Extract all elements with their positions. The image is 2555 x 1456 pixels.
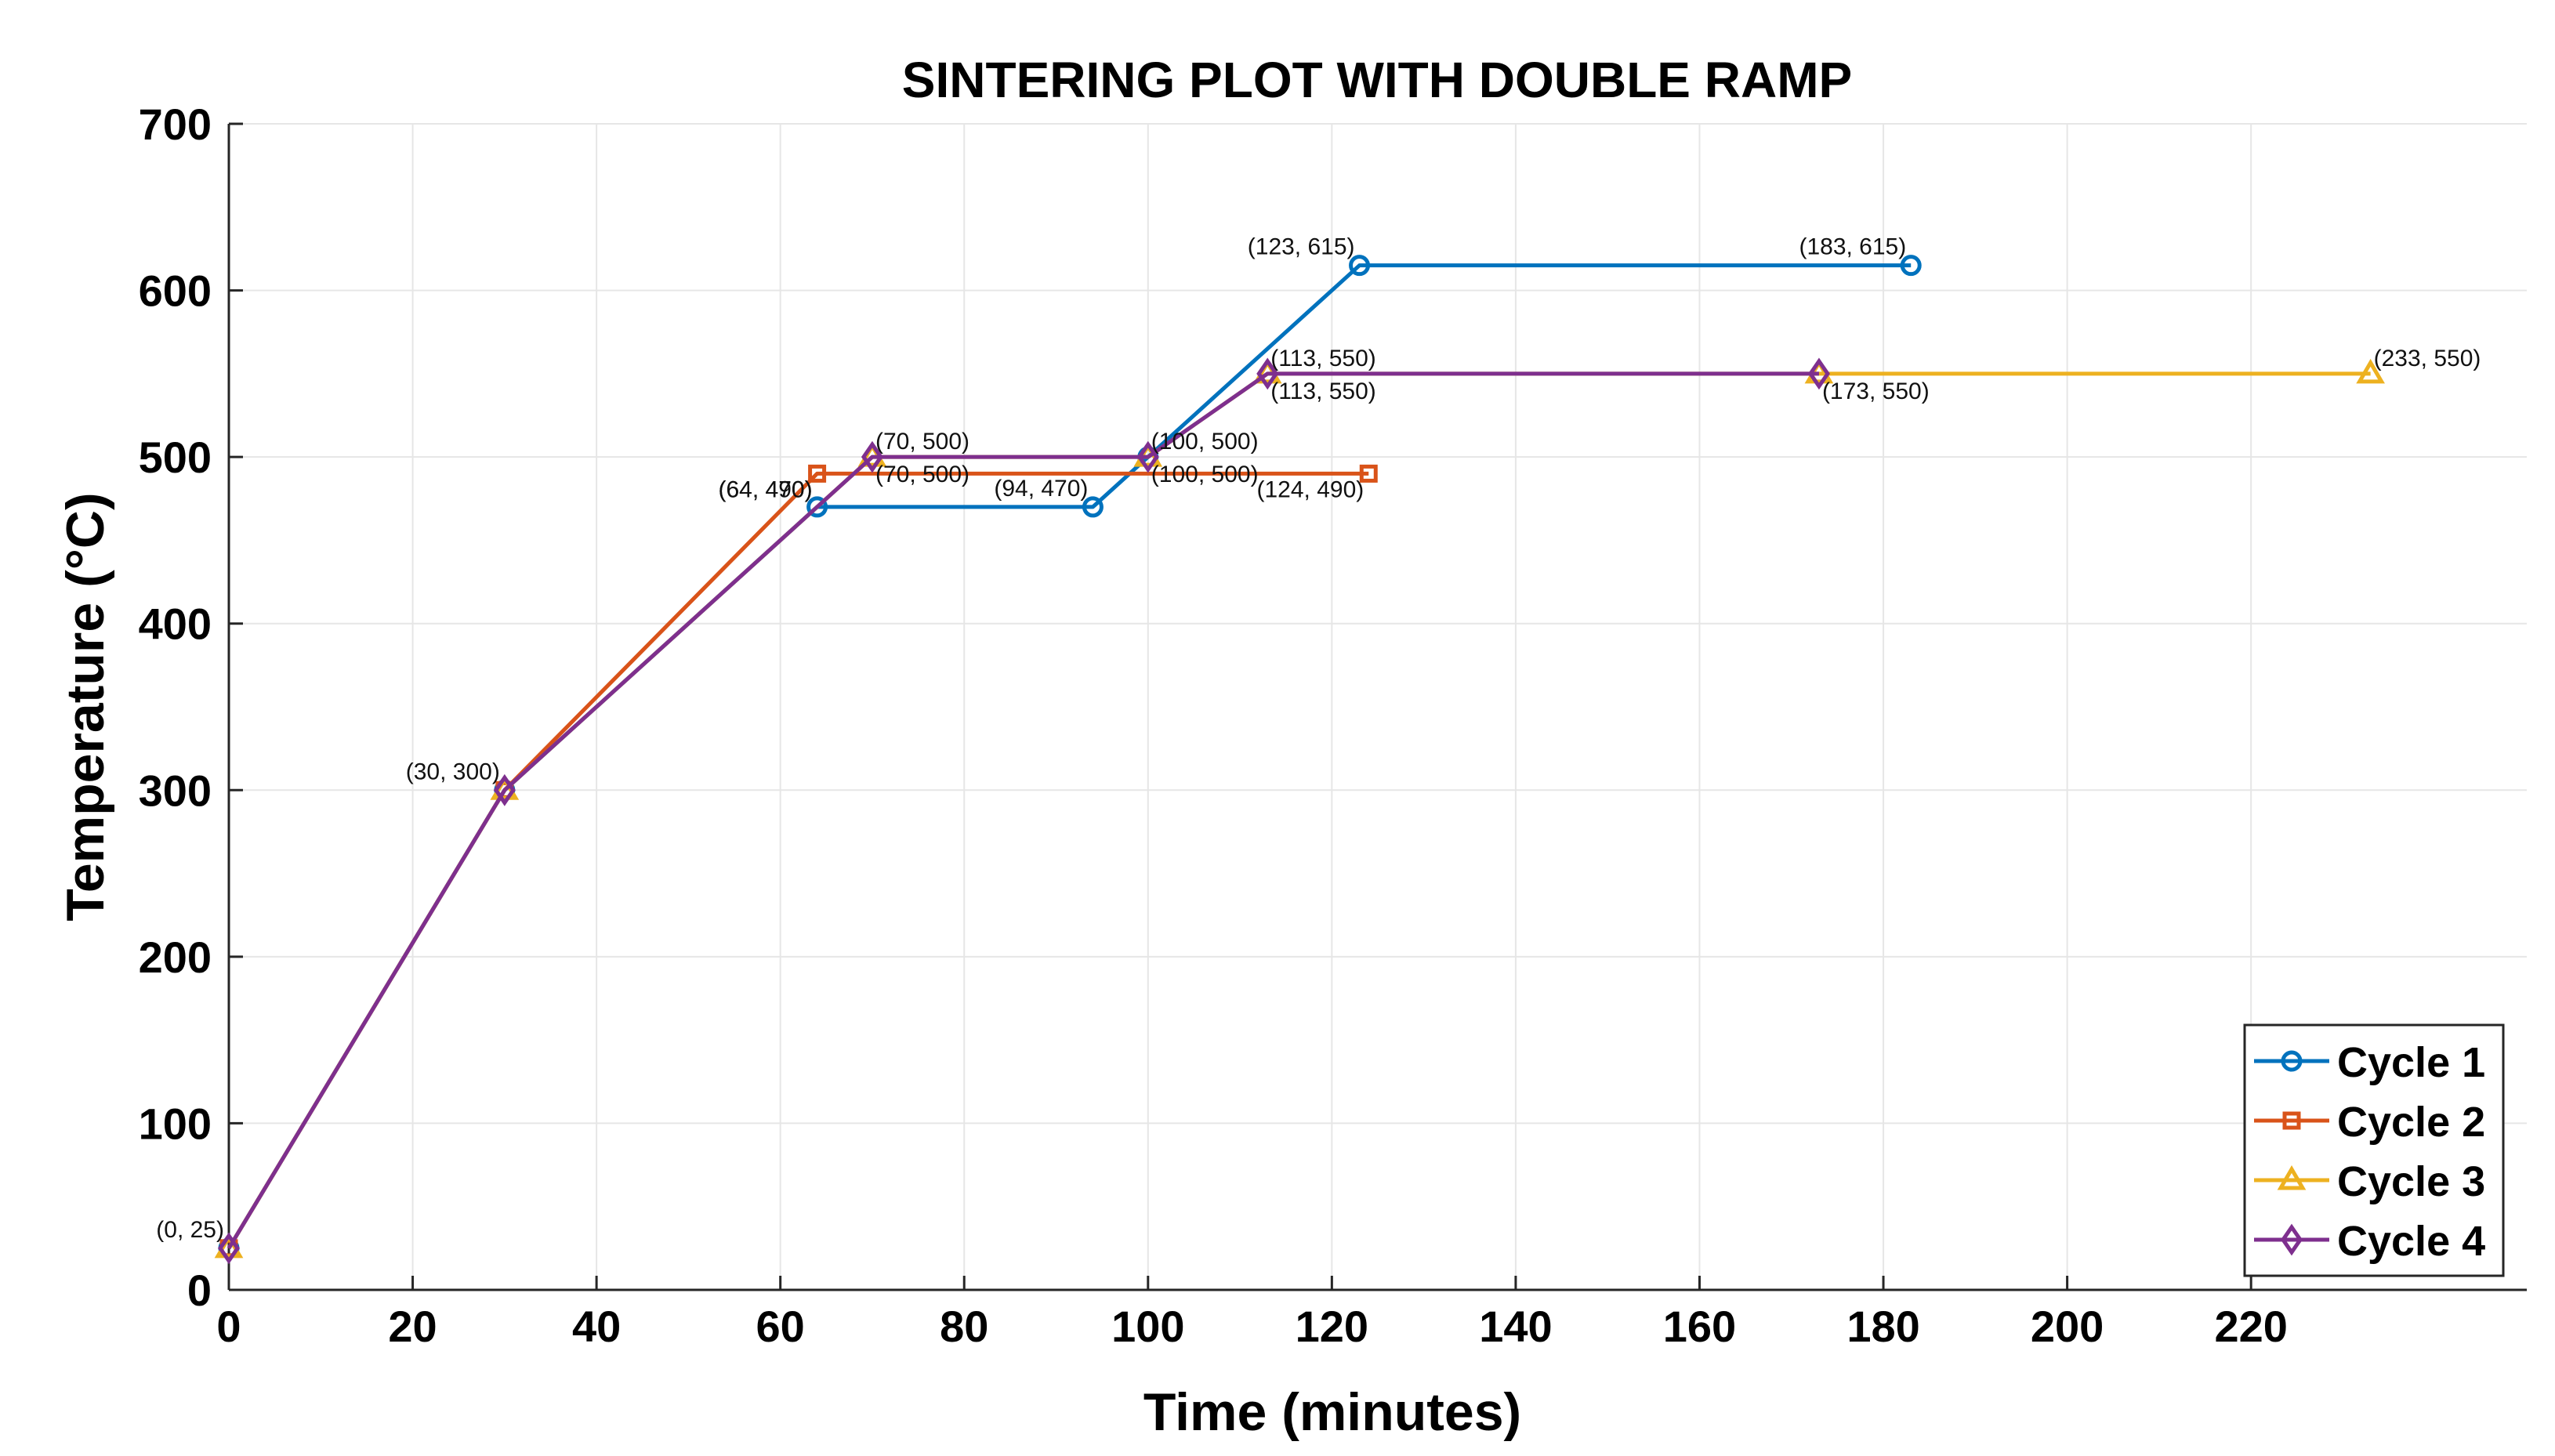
legend: Cycle 1 Cycle 2 Cycle 3 Cycle 4 (2243, 1023, 2505, 1277)
y-axis-label: Temperature (°C) (56, 492, 115, 921)
series-group (214, 255, 2385, 1265)
y-tick-label: 400 (139, 599, 212, 649)
legend-label: Cycle 2 (2337, 1099, 2485, 1146)
x-tick-label: 60 (756, 1302, 805, 1351)
y-tick-label: 300 (139, 766, 212, 815)
plot-area (229, 124, 2527, 1290)
legend-label: Cycle 1 (2337, 1039, 2485, 1086)
series-line (227, 371, 1819, 1250)
point-annotation: (123, 615) (1248, 234, 1355, 260)
point-annotation: (113, 550) (1270, 346, 1376, 371)
x-tick-label: 20 (388, 1302, 437, 1351)
data-point-marker (808, 464, 827, 483)
point-annotation: (124, 490) (1257, 476, 1364, 502)
legend-item: Cycle 3 (2254, 1158, 2485, 1205)
x-tick-label: 200 (2031, 1302, 2104, 1351)
point-annotation: (173, 550) (1822, 378, 1930, 404)
point-annotation: (183, 615) (1799, 234, 1906, 260)
x-tick-label: 0 (216, 1302, 241, 1351)
axes (227, 122, 2527, 1291)
chart-title: SINTERING PLOT WITH DOUBLE RAMP (902, 52, 1852, 108)
legend-marker (2282, 1111, 2301, 1130)
data-point-marker (1082, 496, 1104, 518)
y-tick-label: 700 (139, 100, 212, 149)
legend-marker (2280, 1223, 2303, 1256)
x-tick-label: 120 (1296, 1302, 1368, 1351)
legend-label: Cycle 4 (2337, 1218, 2485, 1265)
point-annotation: (70, 500) (875, 429, 969, 455)
data-point-marker (806, 496, 828, 518)
legend-item: Cycle 4 (2254, 1218, 2485, 1265)
y-tick-label: 0 (187, 1266, 212, 1315)
data-point-marker (1900, 255, 1922, 277)
point-annotation: (100, 500) (1151, 462, 1259, 487)
data-point-marker (1807, 357, 1830, 390)
point-annotation: (64, 490) (719, 476, 813, 502)
grid-lines (228, 123, 2527, 1291)
point-annotation: (94, 470) (994, 476, 1088, 502)
data-point-marker (861, 440, 883, 473)
data-point-marker (1136, 440, 1159, 473)
point-annotation: (64, 470) (719, 476, 813, 502)
x-tick-label: 100 (1111, 1302, 1184, 1351)
data-point-marker (2356, 358, 2385, 384)
y-tick-label: 500 (139, 433, 212, 482)
data-point-marker (1349, 255, 1371, 277)
y-tick-label: 600 (139, 266, 212, 316)
data-point-marker (493, 773, 516, 806)
point-annotation: (100, 500) (1151, 429, 1259, 455)
point-annotations: (0, 25) (30, 300) (64, 490)(64, 470) (94, 4… (156, 234, 2481, 1243)
point-annotation: (113, 550) (1270, 378, 1376, 404)
point-annotation: (30, 300) (406, 759, 500, 784)
data-point-marker (1359, 464, 1378, 483)
point-annotation: (233, 550) (2374, 346, 2481, 371)
legend-label: Cycle 3 (2337, 1158, 2485, 1205)
series-cycle-4 (217, 357, 1830, 1265)
x-tick-label: 160 (1663, 1302, 1736, 1351)
point-annotation: (70, 500) (875, 462, 969, 487)
legend-item: Cycle 1 (2254, 1039, 2485, 1086)
x-axis-label: Time (minutes) (1143, 1382, 1521, 1442)
x-tick-label: 140 (1479, 1302, 1552, 1351)
y-tick-labels: 0 100 200 300 400 500 600 700 (139, 100, 212, 1315)
x-tick-label: 220 (2214, 1302, 2287, 1351)
y-tick-label: 200 (139, 933, 212, 982)
x-tick-labels: 0 20 40 60 80 100 120 140 160 180 200 220 (216, 1302, 2287, 1351)
legend-marker (2281, 1050, 2303, 1072)
data-point-marker (1256, 357, 1279, 390)
data-point-marker (217, 1232, 241, 1265)
x-tick-label: 40 (572, 1302, 621, 1351)
x-tick-label: 80 (940, 1302, 988, 1351)
y-tick-label: 100 (139, 1099, 212, 1148)
x-tick-label: 180 (1846, 1302, 1919, 1351)
point-annotation: (0, 25) (156, 1217, 224, 1243)
legend-marker (2277, 1165, 2307, 1190)
legend-item: Cycle 2 (2254, 1099, 2485, 1146)
